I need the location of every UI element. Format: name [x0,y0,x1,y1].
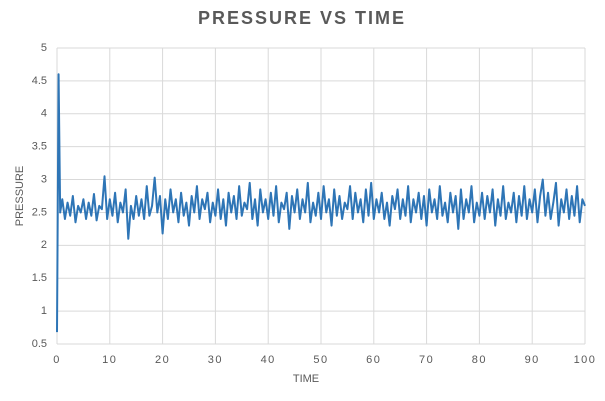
x-tick-label: 0 [53,354,61,366]
x-tick-label: 90 [525,354,540,366]
y-axis-label: PRESSURE [14,166,26,227]
y-tick-label: 1 [41,305,47,317]
x-tick-label: 80 [472,354,487,366]
x-tick-label: 100 [574,354,597,366]
y-tick-label: 2.5 [32,206,47,218]
y-tick-label: 4.5 [32,75,47,87]
x-tick-label: 30 [208,354,223,366]
x-tick-label: 40 [261,354,276,366]
data-line [56,73,586,333]
y-tick-label: 0.5 [32,338,47,350]
x-tick-label: 20 [155,354,170,366]
x-tick-label: 70 [419,354,434,366]
x-axis-label: TIME [293,373,319,385]
y-tick-label: 2 [41,239,47,251]
y-tick-label: 3.5 [32,141,47,153]
x-tick-label: 10 [102,354,117,366]
x-tick-label: 60 [366,354,381,366]
x-tick-label: 50 [313,354,328,366]
y-tick-label: 3 [41,173,47,185]
y-tick-label: 1.5 [32,272,47,284]
chart-title: PRESSURE VS TIME [198,8,406,28]
y-tick-label: 5 [41,42,47,54]
y-tick-label: 4 [41,108,47,120]
